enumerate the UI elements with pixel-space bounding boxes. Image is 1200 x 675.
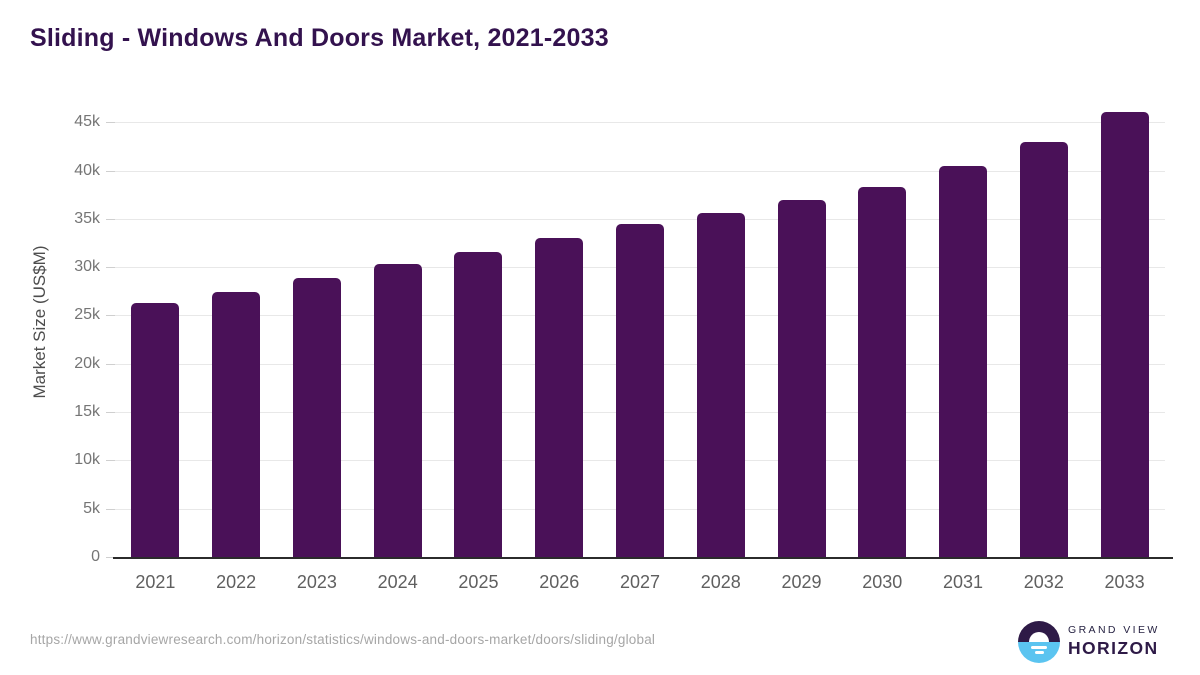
bar-slot-2030 [842, 100, 923, 557]
x-tick-label-2021: 2021 [135, 572, 176, 592]
bar-slot-2023 [277, 100, 358, 557]
bar-slot-2032 [1003, 100, 1084, 557]
bar-slot-2029 [761, 100, 842, 557]
x-axis-labels: 2021 2022 2023 2024 2025 2026 2027 2028 2029 2030… [115, 572, 1165, 593]
bar-slot-2028 [680, 100, 761, 557]
y-tick-mark-15k [106, 412, 115, 414]
bar-slot-2031 [923, 100, 1004, 557]
y-tick-label-30k: 30k [74, 258, 100, 276]
bar-2032 [1019, 141, 1068, 557]
bar-2026 [535, 238, 584, 557]
y-tick-label-20k: 20k [74, 354, 100, 372]
logo-line-horizon: HORIZON [1068, 638, 1159, 658]
bar-2028 [696, 213, 745, 557]
sun-over-horizon-icon [1018, 621, 1060, 663]
x-tick-label-2033: 2033 [1104, 572, 1145, 592]
gridline-45k [115, 122, 1165, 124]
bar-2033 [1100, 111, 1149, 557]
chart-title: Sliding - Windows And Doors Market, 2021… [30, 24, 609, 52]
bar-slot-2021 [115, 100, 196, 557]
bar-2024 [373, 264, 422, 557]
x-tick-label-2032: 2032 [1023, 572, 1064, 592]
bar-2029 [777, 199, 826, 557]
x-tick-label-2028: 2028 [700, 572, 741, 592]
bar-2027 [615, 223, 664, 557]
reflection-line-2 [1034, 651, 1044, 655]
y-tick-label-15k: 15k [74, 403, 100, 421]
bar-slot-2024 [357, 100, 438, 557]
y-tick-mark-30k [106, 267, 115, 269]
bar-2021 [131, 302, 180, 557]
y-tick-label-35k: 35k [74, 209, 100, 227]
y-tick-mark-0 [106, 557, 115, 558]
grand-view-horizon-logo: GRAND VIEW HORIZON [1018, 621, 1170, 665]
source-url: https://www.grandviewresearch.com/horizo… [30, 632, 656, 647]
x-tick-label-2024: 2024 [377, 572, 418, 592]
x-tick-label-2031: 2031 [943, 572, 984, 592]
y-tick-mark-25k [106, 315, 115, 317]
bar-2031 [939, 165, 988, 557]
bar-slot-2025 [438, 100, 519, 557]
y-tick-mark-35k [106, 218, 115, 220]
sun-shape [1029, 632, 1049, 642]
y-tick-label-45k: 45k [74, 113, 100, 131]
y-tick-label-25k: 25k [74, 306, 100, 324]
x-tick-label-2022: 2022 [216, 572, 257, 592]
logo-text: GRAND VIEW HORIZON [1068, 624, 1160, 659]
y-tick-mark-45k [106, 122, 115, 124]
bar-2025 [454, 251, 503, 557]
gridline-35k [115, 218, 1165, 220]
x-axis-line [113, 557, 1173, 559]
bar-slot-2027 [600, 100, 681, 557]
y-tick-mark-10k [106, 460, 115, 462]
x-tick-label-2027: 2027 [619, 572, 660, 592]
y-tick-label-40k: 40k [74, 161, 100, 179]
y-tick-mark-20k [106, 363, 115, 365]
gridline-40k [115, 170, 1165, 172]
bar-slot-2026 [519, 100, 600, 557]
y-tick-label-0: 0 [91, 548, 100, 565]
y-tick-label-5k: 5k [83, 499, 100, 517]
bar-2030 [858, 186, 907, 557]
x-tick-label-2030: 2030 [862, 572, 903, 592]
bar-slot-2022 [196, 100, 277, 557]
reflection-line-1 [1031, 645, 1047, 649]
y-tick-mark-40k [106, 170, 115, 172]
x-tick-label-2023: 2023 [296, 572, 337, 592]
x-tick-label-2029: 2029 [781, 572, 822, 592]
y-tick-mark-5k [106, 508, 115, 510]
y-tick-label-10k: 10k [74, 451, 100, 469]
logo-line-grand-view: GRAND VIEW [1068, 624, 1160, 636]
x-tick-label-2025: 2025 [458, 572, 499, 592]
x-tick-label-2026: 2026 [539, 572, 580, 592]
bar-series [115, 100, 1165, 557]
bar-2023 [292, 277, 341, 557]
bar-slot-2033 [1084, 100, 1165, 557]
bar-2022 [212, 292, 261, 557]
